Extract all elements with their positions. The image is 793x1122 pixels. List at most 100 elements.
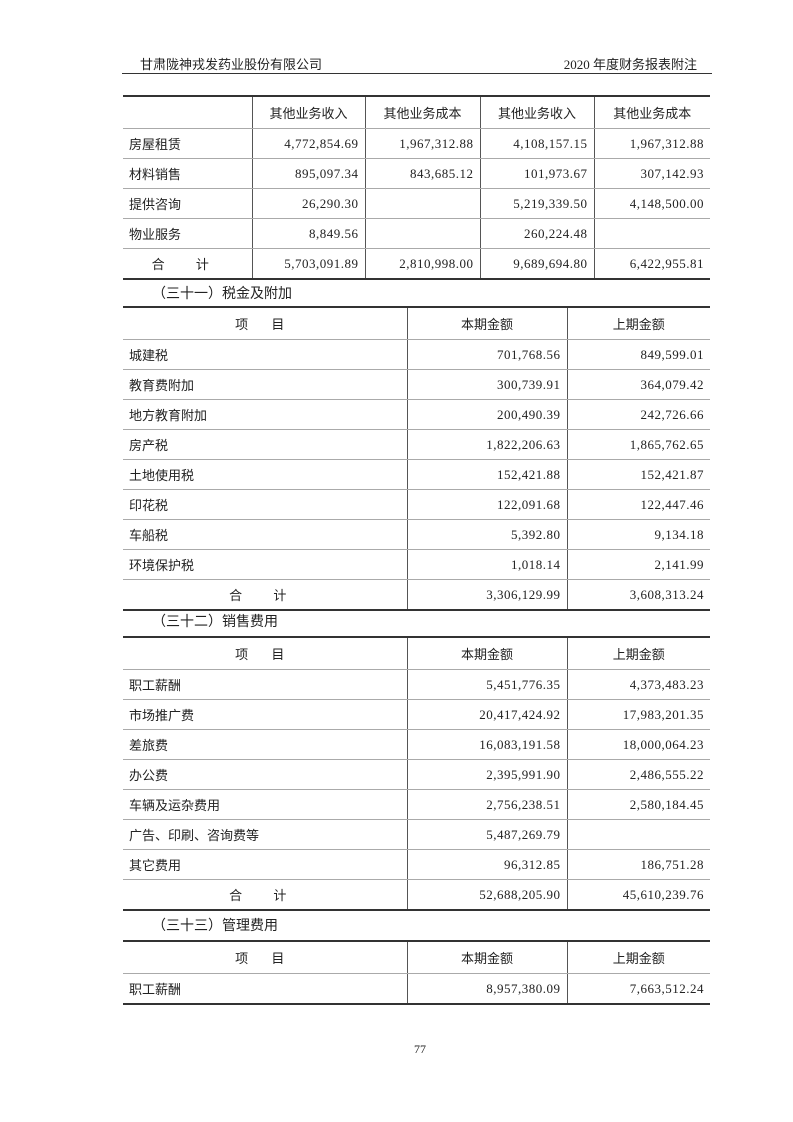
- table-row: 提供咨询 26,290.30 5,219,339.50 4,148,500.00: [123, 188, 710, 219]
- table-row: 房屋租赁 4,772,854.69 1,967,312.88 4,108,157.15…: [123, 128, 710, 159]
- amount-cell: 307,142.93: [593, 158, 710, 189]
- row-label: 印花税: [123, 489, 407, 520]
- table-row: 教育费附加 300,739.91 364,079.42: [123, 369, 710, 400]
- column-header: 上期金额: [566, 941, 710, 974]
- amount-cell: 122,091.68: [406, 489, 567, 520]
- amount-cell: 18,000,064.23: [566, 729, 710, 760]
- amount-cell: 9,134.18: [566, 519, 710, 550]
- amount-cell: 364,079.42: [566, 369, 710, 400]
- total-row: 合 计 52,688,205.90 45,610,239.76: [123, 879, 710, 910]
- amount-cell: 8,957,380.09: [406, 973, 567, 1004]
- section-title-selling: （三十二）销售费用: [152, 615, 278, 630]
- amount-cell: 122,447.46: [566, 489, 710, 520]
- table-row: 其它费用 96,312.85 186,751.28: [123, 849, 710, 880]
- amount-cell: 4,108,157.15: [479, 128, 594, 159]
- table-row: 车辆及运杂费用 2,756,238.51 2,580,184.45: [123, 789, 710, 820]
- admin-expenses-table: 项 目本期金额 上期金额 职工薪酬 8,957,380.09 7,663,512.24: [123, 940, 710, 1005]
- amount-cell: [364, 188, 480, 219]
- table-row: 材料销售 895,097.34 843,685.12 101,973.67 307,14…: [123, 158, 710, 189]
- amount-cell: 6,422,955.81: [593, 248, 710, 279]
- row-label: 提供咨询: [123, 188, 252, 219]
- table-row: 职工薪酬 8,957,380.09 7,663,512.24: [123, 973, 710, 1004]
- row-label: 职工薪酬: [129, 982, 182, 997]
- document-title: 2020 年度财务报表附注: [563, 57, 697, 72]
- amount-cell: 101,973.67: [479, 158, 594, 189]
- total-row: 合 计 5,703,091.89 2,810,998.00 9,689,694.80 6…: [123, 248, 710, 279]
- amount-cell: 843,685.12: [364, 158, 480, 189]
- amount-cell: 5,392.80: [406, 519, 567, 550]
- column-header: 上期金额: [566, 307, 710, 340]
- row-label: 车船税: [123, 519, 407, 550]
- row-label: 环境保护税: [123, 549, 407, 580]
- table-row: 地方教育附加 200,490.39 242,726.66: [123, 399, 710, 430]
- amount-cell: 2,486,555.22: [566, 759, 710, 790]
- row-label: 土地使用税: [123, 459, 407, 490]
- amount-cell: [593, 218, 710, 249]
- amount-cell: 260,224.48: [479, 218, 594, 249]
- amount-cell: 895,097.34: [251, 158, 365, 189]
- amount-cell: 701,768.56: [406, 339, 567, 370]
- column-header: 其他业务成本: [364, 96, 480, 129]
- row-label: 房屋租赁: [123, 128, 252, 159]
- other-business-table: 其他业务收入 其他业务成本 其他业务收入 其他业务成本 房屋租赁 4,772,854.69…: [123, 95, 710, 280]
- row-label: 合 计: [229, 888, 301, 903]
- section-title-taxes: （三十一）税金及附加: [152, 287, 292, 302]
- taxes-table: 项 目本期金额 上期金额 城建税 701,768.56 849,599.01 教育费附加 3…: [123, 306, 710, 611]
- row-label: 材料销售: [123, 158, 252, 189]
- amount-cell: 52,688,205.90: [406, 879, 567, 910]
- column-header: 项 目: [123, 941, 407, 974]
- amount-cell: [566, 819, 710, 850]
- amount-cell: 152,421.87: [566, 459, 710, 490]
- amount-cell: 5,451,776.35: [406, 669, 567, 700]
- amount-cell: 300,739.91: [406, 369, 567, 400]
- amount-cell: 9,689,694.80: [479, 248, 594, 279]
- header-divider: [122, 73, 712, 74]
- row-label: 广告、印刷、咨询费等: [123, 819, 407, 850]
- amount-cell: 242,726.66: [566, 399, 710, 430]
- amount-cell: 2,756,238.51: [406, 789, 567, 820]
- amount-cell: 152,421.88: [406, 459, 567, 490]
- table-header-row: 其他业务收入 其他业务成本 其他业务收入 其他业务成本: [123, 96, 710, 129]
- amount-cell: 5,487,269.79: [406, 819, 567, 850]
- amount-cell: 849,599.01: [566, 339, 710, 370]
- table-row: 职工薪酬 5,451,776.35 4,373,483.23: [123, 669, 710, 700]
- table-row: 差旅费 16,083,191.58 18,000,064.23: [123, 729, 710, 760]
- amount-cell: 200,490.39: [406, 399, 567, 430]
- column-header: 项 目: [123, 307, 407, 340]
- amount-cell: 186,751.28: [566, 849, 710, 880]
- row-label: 地方教育附加: [123, 399, 407, 430]
- section-title-admin: （三十三）管理费用: [152, 919, 278, 934]
- amount-cell: 1,967,312.88: [364, 128, 480, 159]
- page-number: 77: [414, 1042, 426, 1056]
- amount-cell: 1,018.14: [406, 549, 567, 580]
- row-label: 合 计: [151, 257, 223, 272]
- row-label: 城建税: [123, 339, 407, 370]
- table-row: 房产税 1,822,206.63 1,865,762.65: [123, 429, 710, 460]
- column-header: 本期金额: [406, 307, 567, 340]
- row-label: 物业服务: [123, 218, 252, 249]
- company-name: 甘肃陇神戎发药业股份有限公司: [140, 57, 323, 72]
- column-header: 其他业务收入: [251, 96, 365, 129]
- row-label: 教育费附加: [123, 369, 407, 400]
- column-header: [123, 96, 252, 129]
- row-label: 房产税: [123, 429, 407, 460]
- selling-expenses-table: 项 目本期金额 上期金额 职工薪酬 5,451,776.35 4,373,483.23 市…: [123, 636, 710, 911]
- table-row: 办公费 2,395,991.90 2,486,555.22: [123, 759, 710, 790]
- table-row: 环境保护税 1,018.14 2,141.99: [123, 549, 710, 580]
- row-label: 其它费用: [123, 849, 407, 880]
- amount-cell: 20,417,424.92: [406, 699, 567, 730]
- amount-cell: [364, 218, 480, 249]
- table-row: 土地使用税 152,421.88 152,421.87: [123, 459, 710, 490]
- amount-cell: 5,703,091.89: [251, 248, 365, 279]
- amount-cell: 26,290.30: [251, 188, 365, 219]
- table-header-row: 项 目本期金额 上期金额: [123, 637, 710, 670]
- amount-cell: 96,312.85: [406, 849, 567, 880]
- table-row: 车船税 5,392.80 9,134.18: [123, 519, 710, 550]
- total-row: 合 计 3,306,129.99 3,608,313.24: [123, 579, 710, 610]
- table-row: 城建税 701,768.56 849,599.01: [123, 339, 710, 370]
- row-label: 职工薪酬: [123, 669, 407, 700]
- row-label: 市场推广费: [123, 699, 407, 730]
- amount-cell: 4,148,500.00: [593, 188, 710, 219]
- column-header: 本期金额: [406, 637, 567, 670]
- table-row: 市场推广费 20,417,424.92 17,983,201.35: [123, 699, 710, 730]
